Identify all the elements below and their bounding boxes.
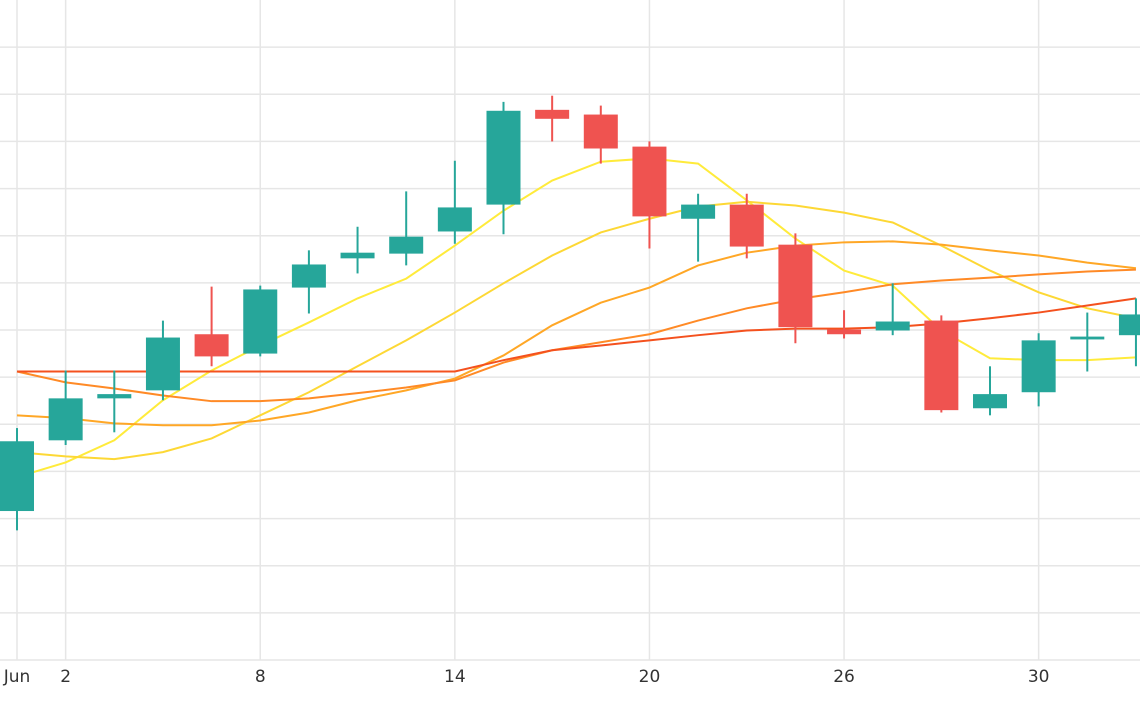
- x-axis: Jun 2 8 14 20 26 30: [3, 667, 1050, 687]
- candle-body: [875, 321, 910, 331]
- candle-body: [973, 394, 1007, 409]
- candle-body: [0, 441, 34, 512]
- x-tick-label: 26: [833, 667, 855, 687]
- x-tick-label: 20: [639, 667, 661, 687]
- moving-average-line: [16, 200, 1137, 461]
- candle-body: [632, 146, 667, 217]
- x-tick-label: 2: [60, 667, 71, 687]
- candle-body: [1021, 340, 1056, 393]
- candle-body: [1118, 314, 1140, 336]
- candle-body: [583, 114, 618, 149]
- candle-body: [48, 398, 83, 441]
- plot-area: [0, 95, 1140, 531]
- candle-body: [729, 204, 764, 247]
- candle-body: [827, 329, 862, 335]
- candle-body: [97, 394, 132, 399]
- candle-body: [437, 207, 472, 232]
- candle-body: [145, 337, 180, 391]
- candle-body: [486, 110, 521, 205]
- x-tick-label: 14: [444, 667, 466, 687]
- candle-body: [389, 236, 424, 254]
- moving-average-line: [17, 297, 1137, 373]
- candle-body: [535, 109, 570, 119]
- candle-body: [291, 264, 326, 288]
- moving-average-line: [16, 157, 1137, 479]
- x-tick-label: 8: [255, 667, 266, 687]
- candle-body: [243, 289, 278, 354]
- grid: [0, 0, 1140, 661]
- candle-body: [778, 244, 813, 328]
- moving-average-line: [16, 240, 1137, 427]
- candle-body: [1070, 336, 1105, 340]
- candle-body: [681, 204, 716, 219]
- candle-body: [340, 252, 375, 259]
- candle-body: [194, 334, 229, 357]
- x-tick-label: 30: [1028, 667, 1050, 687]
- x-tick-label: Jun: [3, 667, 31, 687]
- moving-average-line: [16, 268, 1136, 403]
- candle-body: [924, 320, 959, 411]
